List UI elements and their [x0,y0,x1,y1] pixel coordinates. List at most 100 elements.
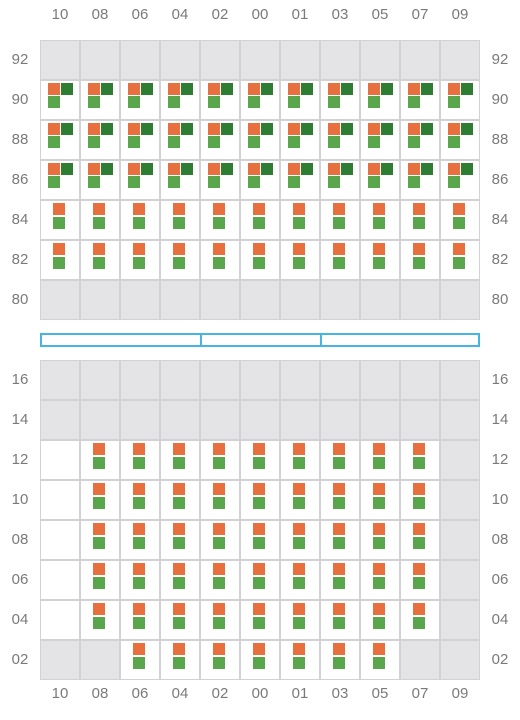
bay-slot [120,120,160,160]
bay-slot [280,40,320,80]
container-orange-icon [133,203,145,215]
container-orange-icon [328,83,340,95]
container-green-icon [133,657,145,669]
container-dark-green-icon [101,163,113,175]
bay-slot [240,440,280,480]
container-orange-icon [88,123,100,135]
container-orange-icon [133,523,145,535]
bay-slot [240,160,280,200]
bay-slot [80,200,120,240]
bay-slot [120,400,160,440]
bay-slot [160,480,200,520]
container-green-icon [88,136,100,148]
container-green-icon [413,257,425,269]
container-green-icon [93,257,105,269]
container-green-icon [53,257,65,269]
container-green-icon [208,176,220,188]
bay-slot [120,80,160,120]
container-dark-green-icon [341,163,353,175]
container-dark-green-icon [301,83,313,95]
bay-slot [40,240,80,280]
container-green-icon [173,217,185,229]
bay-slot [440,280,480,320]
bay-slot [400,440,440,480]
container-green-icon [373,617,385,629]
container-green-icon [453,257,465,269]
container-orange-icon [93,603,105,615]
container-green-icon [413,217,425,229]
bay-slot [400,360,440,400]
bay-slot [320,280,360,320]
bay-slot [160,200,200,240]
container-green-icon [173,497,185,509]
container-orange-icon [373,523,385,535]
bay-slot [280,120,320,160]
bay-slot [360,280,400,320]
bay-slot [40,200,80,240]
container-green-icon [253,497,265,509]
bay-slot [280,600,320,640]
bay-slot [360,200,400,240]
bottom-col-label: 09 [451,685,469,702]
bay-slot [360,440,400,480]
container-green-icon [293,497,305,509]
bay-slot [280,440,320,480]
container-orange-icon [373,643,385,655]
bay-slot [440,560,480,600]
bay-slot [120,200,160,240]
top-col-label: 03 [331,6,349,23]
container-green-icon [333,577,345,589]
row-label-right: 90 [491,91,509,108]
container-dark-green-icon [141,123,153,135]
container-dark-green-icon [341,83,353,95]
bay-slot [400,200,440,240]
bay-slot [360,240,400,280]
container-orange-icon [208,163,220,175]
row-label-left: 80 [11,291,29,308]
container-green-icon [293,577,305,589]
container-orange-icon [213,483,225,495]
bay-slot [360,520,400,560]
container-orange-icon [293,523,305,535]
bay-slot [40,400,80,440]
bay-slot [200,240,240,280]
bottom-col-label: 08 [91,685,109,702]
bay-slot [200,400,240,440]
bay-slot [160,120,200,160]
bay-slot [400,600,440,640]
container-orange-icon [213,563,225,575]
container-green-icon [88,176,100,188]
bay-slot [400,240,440,280]
row-label-right: 14 [491,411,509,428]
top-col-label: 01 [291,6,309,23]
container-dark-green-icon [141,83,153,95]
bay-slot [40,640,80,680]
container-orange-icon [408,163,420,175]
container-orange-icon [93,483,105,495]
bay-slot [120,160,160,200]
bottom-col-label: 05 [371,685,389,702]
container-green-icon [373,577,385,589]
bay-slot [200,440,240,480]
container-dark-green-icon [61,163,73,175]
bay-slot [400,400,440,440]
bay-slot [440,400,480,440]
bay-slot [320,440,360,480]
bay-slot [80,480,120,520]
container-green-icon [253,257,265,269]
container-orange-icon [168,83,180,95]
top-col-label: 10 [51,6,69,23]
container-orange-icon [288,83,300,95]
container-green-icon [408,96,420,108]
container-green-icon [448,136,460,148]
container-green-icon [133,537,145,549]
container-green-icon [168,96,180,108]
container-green-icon [253,457,265,469]
container-green-icon [328,176,340,188]
container-green-icon [213,257,225,269]
container-dark-green-icon [381,163,393,175]
container-green-icon [288,96,300,108]
container-orange-icon [448,123,460,135]
container-orange-icon [93,443,105,455]
bay-slot [160,440,200,480]
